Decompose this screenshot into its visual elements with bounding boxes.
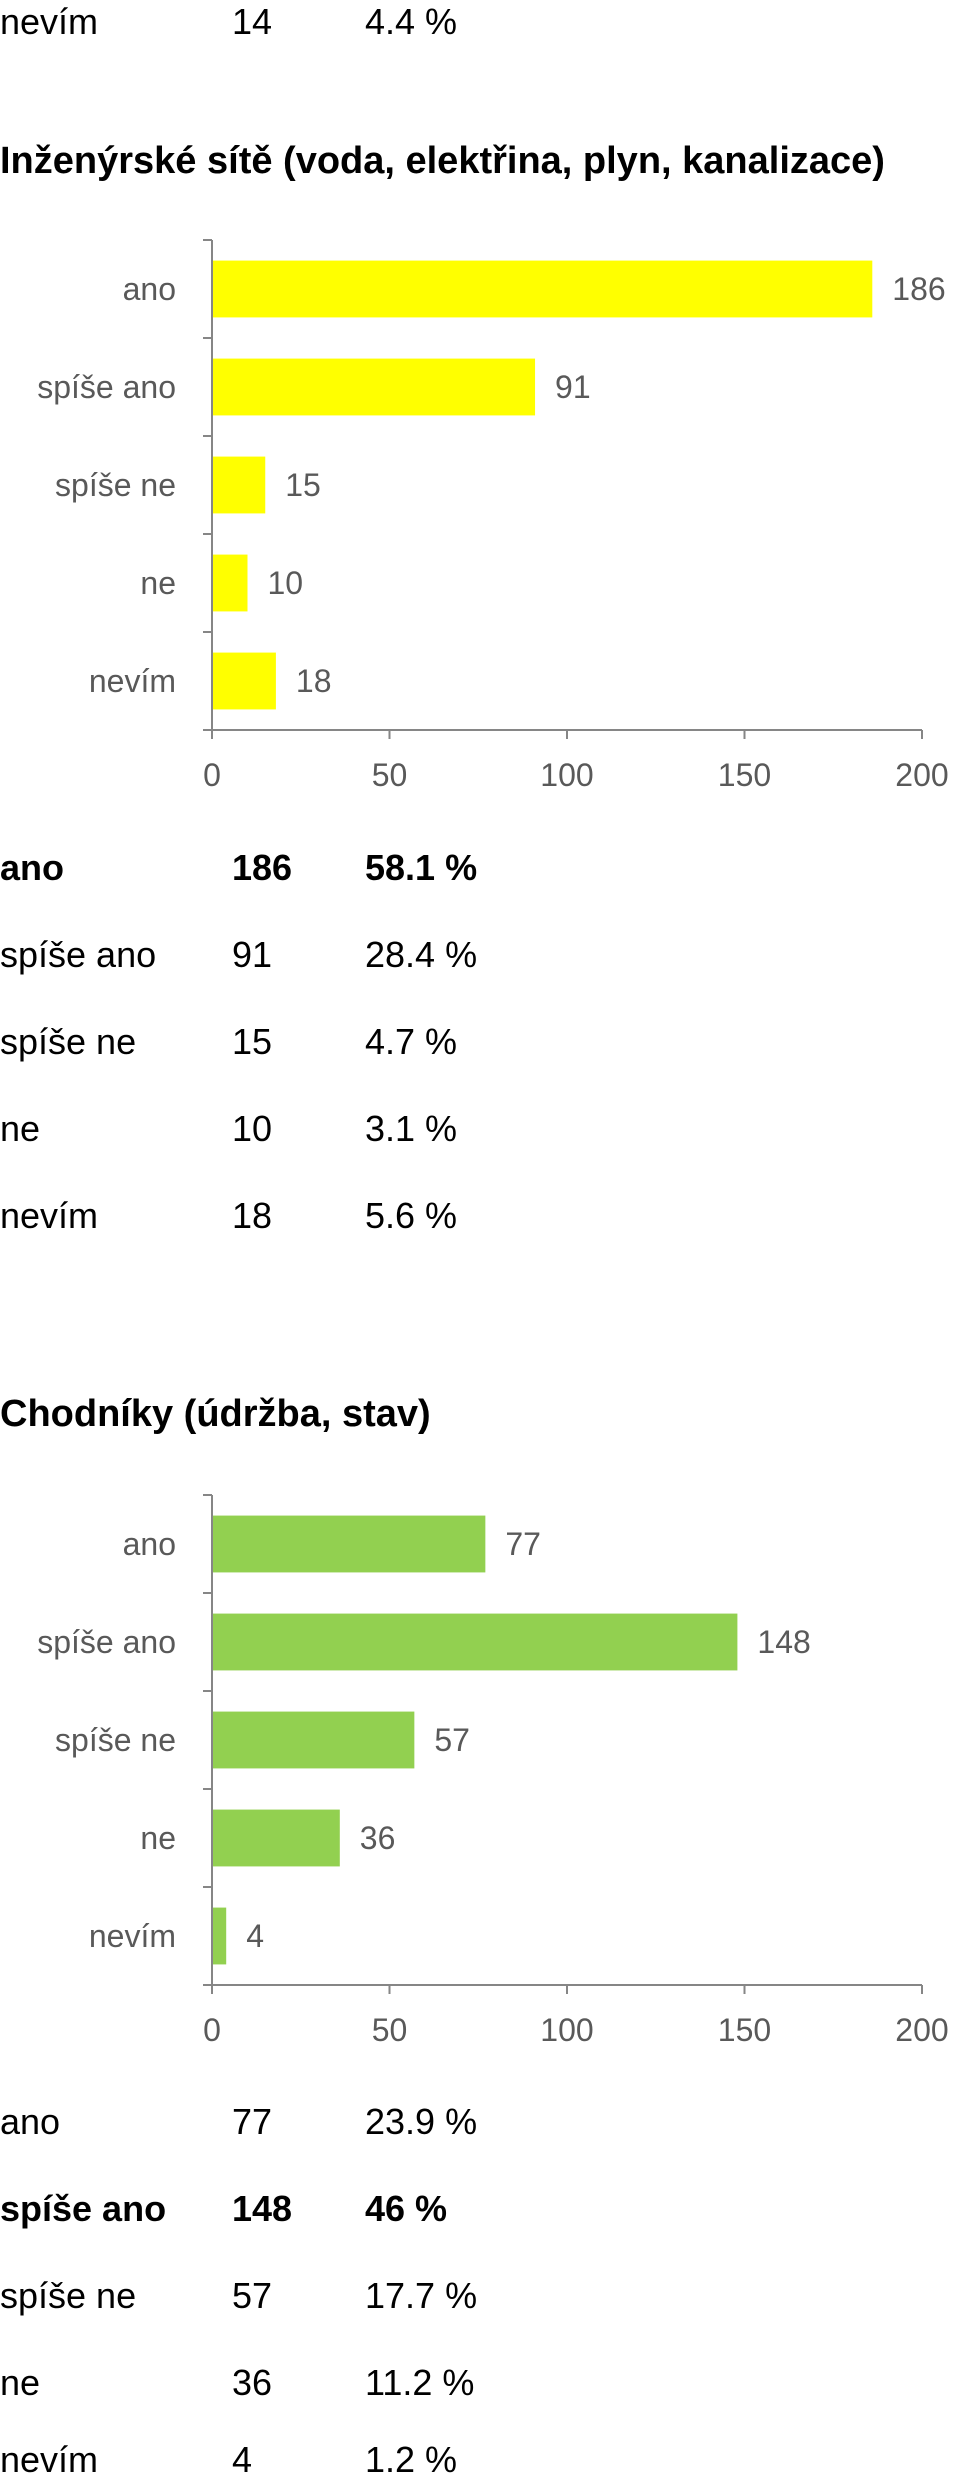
data-label: 148 (757, 1624, 810, 1660)
x-tick-label: 0 (203, 757, 221, 793)
row-label: ano (0, 2101, 61, 2142)
row-percent: 58.1 % (365, 847, 478, 888)
data-label: 77 (505, 1526, 541, 1562)
category-label: spíše ne (55, 467, 176, 503)
row-count: 4 (232, 2439, 253, 2480)
bar (213, 358, 536, 416)
category-label: spíše ne (55, 1722, 176, 1758)
section-title: Inženýrské sítě (voda, elektřina, plyn, … (0, 140, 885, 182)
row-count: 14 (232, 1, 273, 42)
row-percent: 1.2 % (365, 2439, 458, 2480)
row-percent: 5.6 % (365, 1195, 458, 1236)
row-label: nevím (0, 2439, 99, 2480)
data-label: 15 (285, 467, 321, 503)
data-label: 36 (360, 1820, 396, 1856)
row-label: spíše ano (0, 934, 157, 975)
bar (213, 260, 873, 318)
data-label: 57 (434, 1722, 470, 1758)
category-label: nevím (89, 663, 176, 699)
row-percent: 17.7 % (365, 2275, 478, 2316)
data-label: 186 (892, 271, 945, 307)
data-label: 18 (296, 663, 332, 699)
bar (213, 1515, 486, 1573)
row-percent: 46 % (365, 2188, 448, 2229)
bar (213, 456, 266, 514)
x-tick-label: 100 (540, 2012, 593, 2048)
row-label: spíše ano (0, 2188, 167, 2229)
bar (213, 1711, 415, 1769)
category-label: spíše ano (37, 369, 176, 405)
row-label: ne (0, 1108, 41, 1149)
row-percent: 3.1 % (365, 1108, 458, 1149)
x-tick-label: 0 (203, 2012, 221, 2048)
row-label: ne (0, 2362, 41, 2403)
x-tick-label: 150 (718, 2012, 771, 2048)
row-percent: 11.2 % (365, 2362, 475, 2403)
bar-chart: 0 50 100 150 200 ano 186 spíše ano 91 spíše ne 15 n… (37, 239, 949, 793)
bar (213, 1809, 340, 1867)
data-label: 10 (268, 565, 304, 601)
x-tick-label: 50 (372, 2012, 408, 2048)
category-label: nevím (89, 1918, 176, 1954)
category-label: ano (123, 271, 176, 307)
data-label: 91 (555, 369, 591, 405)
data-label: 4 (246, 1918, 264, 1954)
x-tick-label: 200 (895, 2012, 948, 2048)
row-count: 36 (232, 2362, 273, 2403)
category-label: spíše ano (37, 1624, 176, 1660)
bar (213, 652, 276, 710)
row-percent: 28.4 % (365, 934, 478, 975)
section-title: Chodníky (údržba, stav) (0, 1393, 431, 1435)
row-percent: 4.4 % (365, 1, 458, 42)
row-label: nevím (0, 1195, 99, 1236)
row-count: 57 (232, 2275, 273, 2316)
row-label: spíše ne (0, 1021, 137, 1062)
row-count: 91 (232, 934, 273, 975)
row-count: 186 (232, 847, 293, 888)
row-count: 10 (232, 1108, 273, 1149)
row-count: 77 (232, 2101, 273, 2142)
x-tick-label: 200 (895, 757, 948, 793)
row-count: 148 (232, 2188, 293, 2229)
category-label: ne (140, 1820, 176, 1856)
row-percent: 23.9 % (365, 2101, 478, 2142)
row-label: ano (0, 847, 65, 888)
x-tick-label: 150 (718, 757, 771, 793)
row-percent: 4.7 % (365, 1021, 458, 1062)
bar (213, 1613, 738, 1671)
row-count: 15 (232, 1021, 273, 1062)
row-label: spíše ne (0, 2275, 137, 2316)
x-tick-label: 100 (540, 757, 593, 793)
category-label: ano (123, 1526, 176, 1562)
x-tick-label: 50 (372, 757, 408, 793)
row-label: nevím (0, 1, 99, 42)
bar (213, 1907, 227, 1965)
bar-chart: 0 50 100 150 200 ano 77 spíše ano 148 spíše ne 57 n… (37, 1494, 949, 2048)
bar (213, 554, 248, 612)
category-label: ne (140, 565, 176, 601)
row-count: 18 (232, 1195, 273, 1236)
